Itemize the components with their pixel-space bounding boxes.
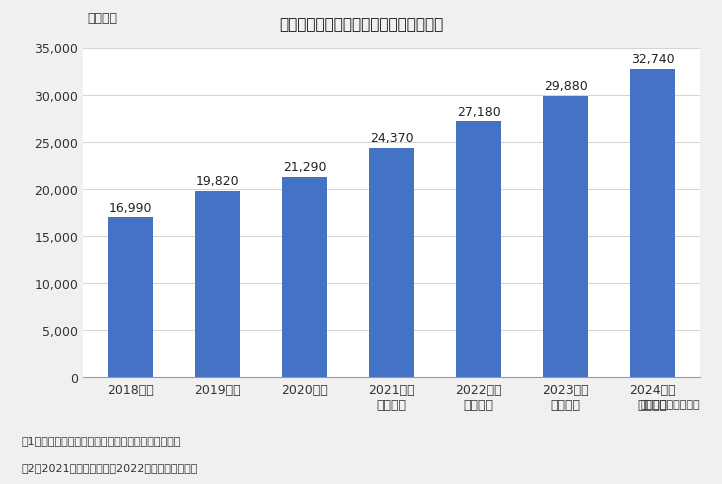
Text: （予測）: （予測） bbox=[464, 398, 494, 411]
Bar bbox=[195, 191, 240, 378]
Bar bbox=[108, 218, 154, 378]
Text: 32,740: 32,740 bbox=[631, 53, 674, 66]
Text: （予測）: （予測） bbox=[551, 398, 580, 411]
Text: インターネット広告市場規模推移と予測: インターネット広告市場規模推移と予測 bbox=[279, 17, 443, 32]
Text: 24,370: 24,370 bbox=[370, 132, 414, 145]
Text: 矢野経済研究所調べ: 矢野経済研究所調べ bbox=[640, 399, 700, 409]
Text: （見込）: （見込） bbox=[377, 398, 406, 411]
Text: 21,290: 21,290 bbox=[283, 161, 326, 174]
Bar bbox=[369, 149, 414, 378]
Bar bbox=[282, 177, 327, 378]
Bar bbox=[630, 70, 675, 378]
Text: （億円）: （億円） bbox=[87, 13, 118, 25]
Text: 27,180: 27,180 bbox=[457, 106, 500, 119]
Text: 19,820: 19,820 bbox=[196, 175, 240, 188]
Bar bbox=[543, 96, 588, 378]
Text: 注1．広告主によるインターネット広告出稿額ベース: 注1．広告主によるインターネット広告出稿額ベース bbox=[22, 436, 181, 446]
Bar bbox=[456, 122, 501, 378]
Text: 16,990: 16,990 bbox=[109, 201, 152, 214]
Text: （予測）: （予測） bbox=[638, 398, 668, 411]
Text: 29,880: 29,880 bbox=[544, 80, 588, 93]
Text: 注2．2021年度は見込値、2022年度以降は予測値: 注2．2021年度は見込値、2022年度以降は予測値 bbox=[22, 462, 198, 472]
